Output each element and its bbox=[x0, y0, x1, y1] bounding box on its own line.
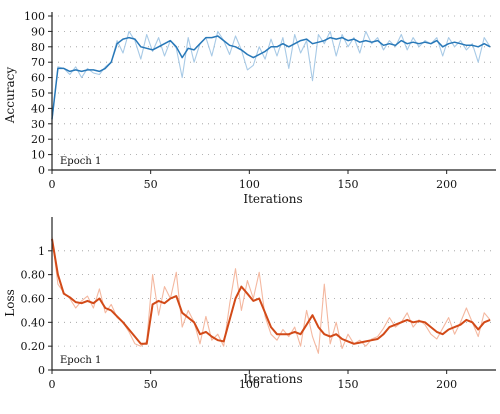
accuracy-ytick-label: 0 bbox=[38, 164, 45, 177]
accuracy-ytick-label: 20 bbox=[31, 133, 45, 146]
accuracy-ytick-label: 40 bbox=[31, 102, 45, 115]
loss-xtick-label: 50 bbox=[144, 378, 158, 391]
loss-xtick-label: 100 bbox=[239, 378, 260, 391]
accuracy-ylabel: Accuracy bbox=[3, 67, 17, 124]
loss-smoothed-series-line bbox=[51, 238, 491, 345]
accuracy-xlabel: Iterations bbox=[243, 192, 302, 206]
accuracy-xtick-label: 200 bbox=[436, 178, 457, 191]
accuracy-ytick-label: 60 bbox=[31, 72, 45, 85]
accuracy-ytick-label: 100 bbox=[24, 10, 45, 23]
loss-xtick-label: 200 bbox=[436, 378, 457, 391]
accuracy-chart: Accuracy Iterations Epoch 1 0 10 20 30 40 50 6… bbox=[3, 10, 496, 206]
loss-ytick-label: 1 bbox=[38, 245, 45, 258]
accuracy-ytick-label: 10 bbox=[31, 149, 45, 162]
accuracy-ytick-label: 70 bbox=[31, 56, 45, 69]
loss-ytick-label: 0.80 bbox=[21, 269, 46, 282]
accuracy-xtick-label: 50 bbox=[144, 178, 158, 191]
loss-xtick-label: 0 bbox=[49, 378, 56, 391]
accuracy-ytick-label: 80 bbox=[31, 41, 45, 54]
loss-chart: Loss Iterations Epoch 1 0 0.20 0.40 0.60 0.8… bbox=[3, 217, 496, 391]
accuracy-smoothed-series-line bbox=[51, 35, 491, 120]
accuracy-raw-series-line bbox=[51, 30, 491, 121]
loss-ytick-label: 0.40 bbox=[21, 316, 46, 329]
accuracy-ytick-label: 50 bbox=[31, 87, 45, 100]
accuracy-ytick-label: 90 bbox=[31, 25, 45, 38]
accuracy-xtick-label: 150 bbox=[338, 178, 359, 191]
accuracy-annotation: Epoch 1 bbox=[60, 156, 101, 167]
accuracy-ytick-label: 30 bbox=[31, 118, 45, 131]
loss-xtick-label: 150 bbox=[338, 378, 359, 391]
loss-ytick-label: 0.20 bbox=[21, 340, 46, 353]
loss-xlabel: Iterations bbox=[243, 372, 302, 386]
loss-raw-series-line bbox=[51, 236, 491, 354]
loss-annotation: Epoch 1 bbox=[60, 355, 101, 366]
accuracy-xtick-label: 100 bbox=[239, 178, 260, 191]
loss-ylabel: Loss bbox=[3, 289, 17, 317]
accuracy-xtick-label: 0 bbox=[49, 178, 56, 191]
loss-ytick-label: 0 bbox=[38, 364, 45, 377]
loss-ytick-label: 0.60 bbox=[21, 292, 46, 305]
